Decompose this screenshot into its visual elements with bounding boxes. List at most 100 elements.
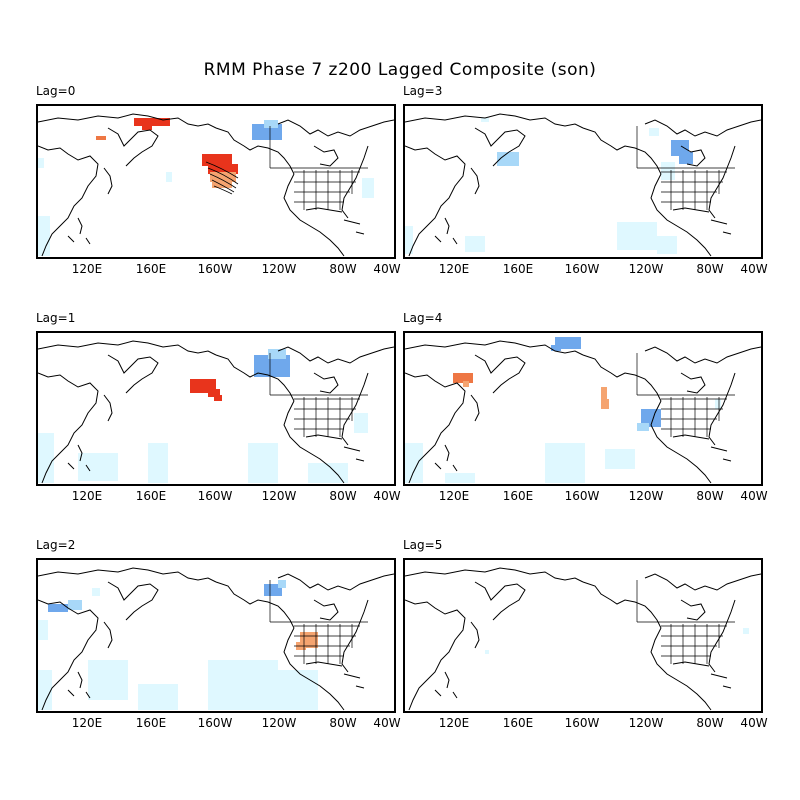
contour-line (211, 179, 235, 193)
coastline (405, 567, 584, 583)
coastline (67, 671, 91, 699)
coastline (680, 599, 706, 621)
map-panel-lag5: Lag=5 120E 160E 160W 120W 80W 40W (403, 538, 768, 730)
lon-tick-label: 80W (329, 489, 357, 503)
coastline (405, 145, 466, 257)
coastline (680, 372, 706, 394)
anomaly-shading-light-blue (278, 670, 318, 710)
anomaly-shading-light-blue (148, 443, 168, 483)
anomaly-shading-blue (48, 604, 68, 612)
coastline (313, 372, 339, 394)
anomaly-shading-mid-blue (278, 580, 286, 588)
coastline (582, 354, 662, 402)
lon-tick-label: 120E (71, 489, 103, 503)
anomaly-shading-mid-blue (637, 423, 649, 431)
coastline (341, 599, 369, 673)
coastline (474, 581, 526, 621)
anomaly-shading-red (134, 118, 170, 126)
lon-tick-label: 160W (197, 716, 233, 730)
coastline (215, 127, 295, 175)
lon-tick-label: 160W (197, 262, 233, 276)
lon-tick-label: 120W (261, 716, 297, 730)
coastline (305, 207, 343, 213)
lon-tick-label: 120E (438, 716, 470, 730)
coastline (67, 444, 91, 472)
coastline (710, 219, 732, 235)
figure-title: RMM Phase 7 z200 Lagged Composite (son) (203, 60, 597, 80)
coastline (470, 394, 480, 422)
coastline (710, 673, 732, 689)
lon-tick-label: 40W (373, 489, 401, 503)
lon-tick-row: 120E 160E 160W 120W 80W 40W (403, 716, 768, 730)
coastline (38, 113, 217, 129)
lon-tick-label: 80W (329, 262, 357, 276)
anomaly-shading-light-blue (308, 463, 348, 483)
anomaly-shading-light-blue (208, 660, 278, 710)
lon-tick-label: 160E (502, 716, 534, 730)
map-canvas (405, 567, 761, 711)
lon-tick-label: 120E (438, 489, 470, 503)
anomaly-shading-light-blue (38, 433, 54, 483)
coastline (38, 567, 217, 583)
anomaly-shading-red (214, 395, 222, 401)
anomaly-shading-light-blue (38, 620, 48, 640)
map-frame (36, 558, 396, 713)
coastline (313, 145, 339, 167)
lon-tick-label: 120E (71, 716, 103, 730)
lon-tick-label: 160W (564, 489, 600, 503)
coastline (708, 372, 736, 446)
coastline (434, 444, 458, 472)
coastline (680, 145, 706, 167)
map-panel-lag1: Lag=1 120E 160E 160W 120W 80W 40W (36, 311, 401, 503)
coastline (582, 581, 662, 629)
lon-tick-label: 160E (135, 716, 167, 730)
coastline (650, 400, 712, 484)
anomaly-shading-light-blue (166, 172, 172, 182)
anomaly-shading-orange (463, 381, 469, 387)
anomaly-shading-light-blue (481, 118, 489, 122)
map-frame (36, 104, 396, 259)
coastline (38, 145, 99, 257)
contour-line (209, 173, 237, 189)
map-canvas (405, 337, 761, 484)
contour-line (213, 185, 233, 195)
coastline (341, 372, 369, 446)
lon-tick-row: 120E 160E 160W 120W 80W 40W (403, 262, 768, 276)
lon-tick-label: 80W (696, 716, 724, 730)
lon-tick-label: 40W (373, 716, 401, 730)
lon-tick-label: 160E (135, 262, 167, 276)
anomaly-shading-light-blue (649, 128, 659, 136)
anomaly-shading-light-blue (38, 158, 44, 168)
coastline (644, 346, 761, 364)
panel-label: Lag=2 (36, 538, 76, 552)
map-frame (403, 104, 763, 259)
coastline (644, 119, 761, 137)
coastline (644, 573, 761, 591)
lon-tick-label: 160W (564, 716, 600, 730)
coastline (672, 207, 710, 213)
map-frame (403, 331, 763, 486)
anomaly-shading-dark-orange (453, 373, 473, 383)
anomaly-shading-red (142, 124, 152, 130)
map-panel-lag4: Lag=4 120E 160E 160W 120W 80W 40W (403, 311, 768, 503)
lon-tick-label: 40W (373, 262, 401, 276)
anomaly-shading-light-blue (617, 222, 657, 250)
coastline (38, 340, 217, 356)
lon-tick-label: 120W (628, 716, 664, 730)
coastline (582, 127, 662, 175)
anomaly-shading-light-blue (465, 236, 485, 252)
map-panel-lag3: Lag=3 120E 160E 160W 120W 80W 40W (403, 84, 768, 276)
anomaly-shading-blue (679, 152, 693, 164)
panel-label: Lag=1 (36, 311, 76, 325)
map-canvas (38, 113, 394, 257)
anomaly-shading-blue (555, 337, 581, 349)
anomaly-shading-light-blue (545, 443, 585, 483)
coastline (434, 671, 458, 699)
coastline (405, 340, 584, 356)
anomaly-shading-light-blue (38, 216, 50, 256)
anomaly-shading-light-blue (445, 473, 475, 483)
anomaly-shading-light-blue (362, 178, 374, 198)
coastline (710, 446, 732, 462)
coastline (650, 627, 712, 711)
coastline (38, 372, 99, 484)
